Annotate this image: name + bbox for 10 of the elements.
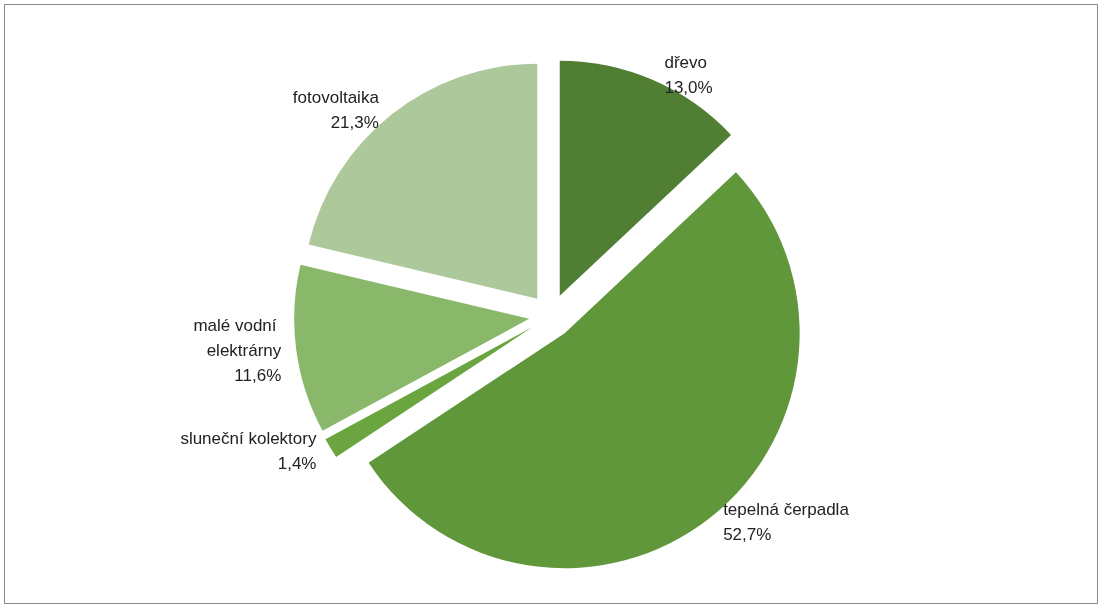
slice-label: dřevo — [664, 52, 707, 72]
data-label: 13,0% — [664, 77, 713, 97]
data-label: 21,3% — [330, 112, 379, 132]
data-label: 1,4% — [277, 454, 317, 474]
slice-label: malé vodní elektrárny — [193, 316, 282, 361]
slice-label: fotovoltaika — [292, 87, 380, 107]
data-label: 52,7% — [723, 525, 772, 545]
slice-label: sluneční kolektory — [180, 429, 317, 449]
data-label: 11,6% — [234, 366, 282, 386]
slice-label: tepelná čerpadla — [723, 500, 850, 520]
